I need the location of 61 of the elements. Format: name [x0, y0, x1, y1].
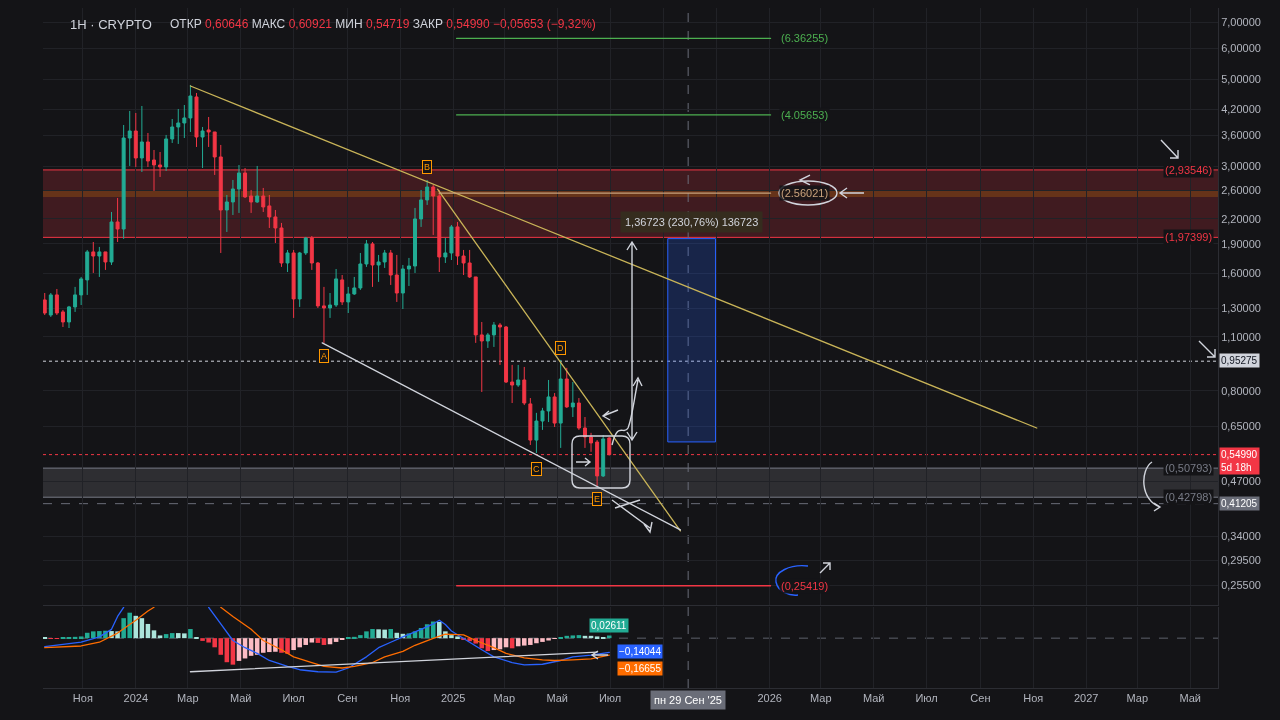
x-tick-label: Май	[1179, 692, 1202, 705]
x-tick-label: 2024	[123, 692, 149, 705]
y-tick-label: 1,30000	[1221, 302, 1261, 315]
x-tick-label: Мар	[1126, 692, 1149, 705]
data-label: −0,16655	[619, 663, 662, 674]
x-tick-label: Май	[229, 692, 252, 705]
annotation: 1,36723 (230,76%) 136723	[625, 216, 759, 228]
x-tick-label: Май	[546, 692, 569, 705]
y-tick-label: 0,47000	[1221, 475, 1261, 488]
y-tick-label: 2,60000	[1221, 184, 1261, 197]
y-tick-label: 0,34000	[1221, 530, 1261, 543]
text: 1H · CRYPTO	[70, 17, 152, 32]
ref-line-label: (1,97399)	[1165, 231, 1213, 243]
y-tick-label: 6,00000	[1221, 42, 1261, 55]
y-tick-label: 0,65000	[1221, 420, 1261, 433]
y-tick-label: 2,20000	[1221, 212, 1261, 225]
ref-line-label: (0,50793)	[1165, 462, 1213, 474]
x-tick-label: Мар	[493, 692, 516, 705]
y-tick-label: 4,20000	[1221, 102, 1261, 115]
data-label: (0,25419)	[781, 580, 829, 592]
x-tick-label: Июл	[915, 692, 938, 705]
ref-line-label: 0,95275	[1221, 355, 1258, 366]
annotation: D	[557, 343, 564, 353]
data-label: (6.36255)	[781, 32, 829, 44]
x-tick-label: Сен	[970, 692, 991, 705]
data-label: −0,14044	[619, 646, 662, 657]
data-label: 0,02611	[591, 620, 627, 631]
ref-line-label: 0,54990 5d 18h	[1221, 449, 1258, 473]
y-tick-label: 1,60000	[1221, 266, 1261, 279]
y-tick-label: 5,00000	[1221, 73, 1261, 86]
annotation: E	[594, 494, 601, 504]
data-label: (2.56021)	[781, 187, 829, 199]
annotation: A	[321, 351, 328, 361]
x-tick-label: Ноя	[72, 692, 93, 705]
y-tick-label: 3,60000	[1221, 129, 1261, 142]
x-tick-label: 2026	[757, 692, 782, 705]
ref-line-label: (0,42798)	[1165, 491, 1213, 503]
x-tick-label: Ноя	[1023, 692, 1044, 705]
x-tick-label: Мар	[810, 692, 832, 705]
ref-line-label: (2,93546)	[1165, 164, 1213, 176]
text: ОТКР 0,60646 МАКС 0,60921 МИН 0,54719 ЗАКР 0,54990 −0,05653 (−9,32%)	[170, 17, 596, 31]
y-tick-label: 0,80000	[1221, 384, 1261, 397]
x-tick-label: Май	[862, 692, 885, 705]
x-tick-label: Ноя	[390, 692, 411, 705]
ref-line-label: пн 29 Сен '25	[654, 694, 722, 706]
annotation: B	[424, 162, 431, 172]
annotation: C	[533, 464, 540, 474]
x-tick-label: 2027	[1073, 692, 1099, 705]
y-tick-label: 7,00000	[1221, 16, 1261, 29]
x-tick-label: Мар	[177, 692, 199, 705]
y-tick-label: 1,10000	[1221, 330, 1261, 343]
data-label: (4.05653)	[781, 109, 829, 121]
x-tick-label: Июл	[282, 692, 305, 705]
x-tick-label: Июл	[598, 692, 622, 705]
ref-line-label: 0,41205	[1221, 498, 1258, 509]
x-tick-label: Сен	[337, 692, 358, 705]
y-tick-label: 1,90000	[1221, 237, 1261, 250]
x-tick-label: 2025	[440, 692, 466, 705]
y-tick-label: 0,29500	[1221, 554, 1261, 567]
y-tick-label: 0,25500	[1221, 579, 1261, 592]
y-tick-label: 3,00000	[1221, 160, 1261, 173]
